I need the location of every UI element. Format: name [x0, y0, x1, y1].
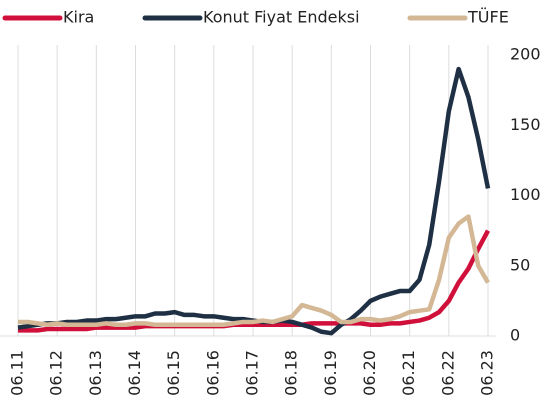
- y-tick-label: 100: [510, 185, 541, 204]
- y-tick-label: 150: [510, 115, 541, 134]
- x-tick-label: 06.17: [243, 350, 262, 396]
- x-tick-label: 06.15: [164, 350, 183, 396]
- x-tick-label: 06.13: [86, 350, 105, 396]
- x-tick-label: 06.16: [203, 350, 222, 396]
- y-tick-label: 50: [510, 255, 530, 274]
- legend-label: Kira: [63, 8, 94, 27]
- x-tick-label: 06.12: [47, 350, 66, 396]
- x-tick-label: 06.20: [360, 350, 379, 396]
- legend-label: TÜFE: [467, 8, 509, 27]
- x-tick-label: 06.21: [399, 350, 418, 396]
- y-tick-label: 200: [510, 45, 541, 64]
- x-tick-label: 06.23: [478, 350, 497, 396]
- y-tick-label: 0: [510, 326, 520, 345]
- line-series: [18, 214, 490, 328]
- legend-label: Konut Fiyat Endeksi: [203, 8, 360, 27]
- x-tick-label: 06.11: [8, 350, 27, 396]
- line-series: [18, 229, 490, 333]
- x-tick-label: 06.14: [125, 350, 144, 396]
- x-tick-label: 06.18: [282, 350, 301, 396]
- x-tick-label: 06.22: [438, 350, 457, 396]
- x-tick-label: 06.19: [321, 350, 340, 396]
